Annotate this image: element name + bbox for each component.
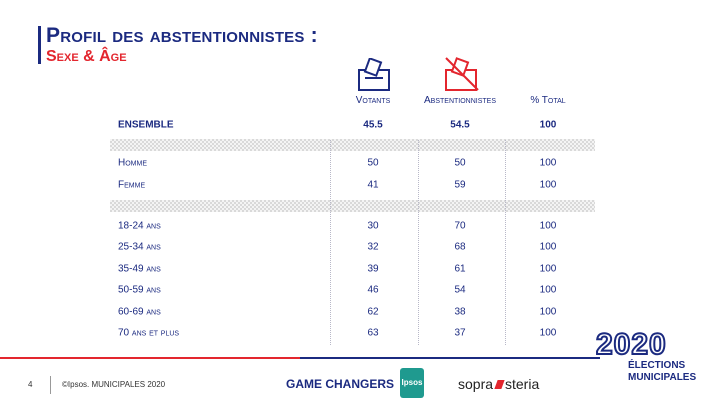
cell: 30: [367, 220, 379, 232]
page-number: 4: [28, 380, 33, 389]
column-header: % Total: [530, 95, 566, 106]
cell: 41: [367, 179, 379, 191]
cell: 100: [539, 284, 557, 296]
cell: 61: [454, 263, 466, 275]
cell: 68: [454, 241, 466, 253]
column-divider: [418, 140, 419, 345]
cell: 50: [367, 157, 379, 169]
row-label: 25-34 ans: [118, 241, 161, 253]
column-divider: [330, 140, 331, 345]
column-divider: [505, 140, 506, 345]
cell: 100: [539, 179, 557, 191]
copyright: ©Ipsos. MUNICIPALES 2020: [62, 380, 166, 389]
abstainer-icon: [445, 57, 479, 91]
cell: 100: [539, 157, 557, 169]
row-label: Femme: [118, 179, 146, 191]
ipsos-logo: Ipsos: [400, 368, 424, 398]
municipales: MUNICIPALES: [628, 372, 697, 383]
tagline: GAME CHANGERS: [286, 377, 395, 391]
cell: 100: [539, 263, 557, 275]
cell: 39: [367, 263, 379, 275]
year: 2020: [595, 327, 667, 362]
cell: 70: [454, 220, 466, 232]
cell: 45.5: [363, 119, 383, 131]
cell: 100: [539, 119, 557, 131]
row-label: 35-49 ans: [118, 263, 161, 275]
cell: 100: [539, 327, 557, 339]
cell: 100: [539, 220, 557, 232]
footer-divider: [50, 376, 51, 394]
sopra: sopra: [458, 376, 494, 392]
cell: 62: [367, 306, 379, 318]
accent-bar: [38, 26, 41, 64]
row-label: 18-24 ans: [118, 220, 161, 232]
separator-band: [110, 200, 595, 212]
column-header: Votants: [355, 95, 391, 106]
row-label: 60-69 ans: [118, 306, 161, 318]
cell: 38: [454, 306, 466, 318]
subtitle: Sexe & Âge: [46, 48, 127, 65]
cell: 59: [454, 179, 466, 191]
row-label: 70 ans et plus: [118, 327, 180, 339]
cell: 100: [539, 241, 557, 253]
cell: 50: [454, 157, 466, 169]
title: Profil des abstentionnistes :: [46, 24, 318, 47]
cell: 63: [367, 327, 379, 339]
steria: steria: [505, 376, 540, 392]
voter-icon: [358, 58, 390, 91]
cell: 37: [454, 327, 466, 339]
column-header: Abstentionnistes: [423, 95, 497, 106]
row-label: Homme: [118, 157, 147, 169]
cell: 54.5: [450, 119, 470, 131]
row-label: ENSEMBLE: [118, 119, 174, 131]
cell: 54: [454, 284, 466, 296]
sopra-steria-mark: [494, 380, 505, 389]
cell: 32: [367, 241, 379, 253]
elections: ÉLECTIONS: [628, 360, 686, 371]
cell: 46: [367, 284, 379, 296]
separator-band: [110, 139, 595, 151]
cell: 100: [539, 306, 557, 318]
row-label: 50-59 ans: [118, 284, 161, 296]
footer-rule: [0, 357, 600, 359]
